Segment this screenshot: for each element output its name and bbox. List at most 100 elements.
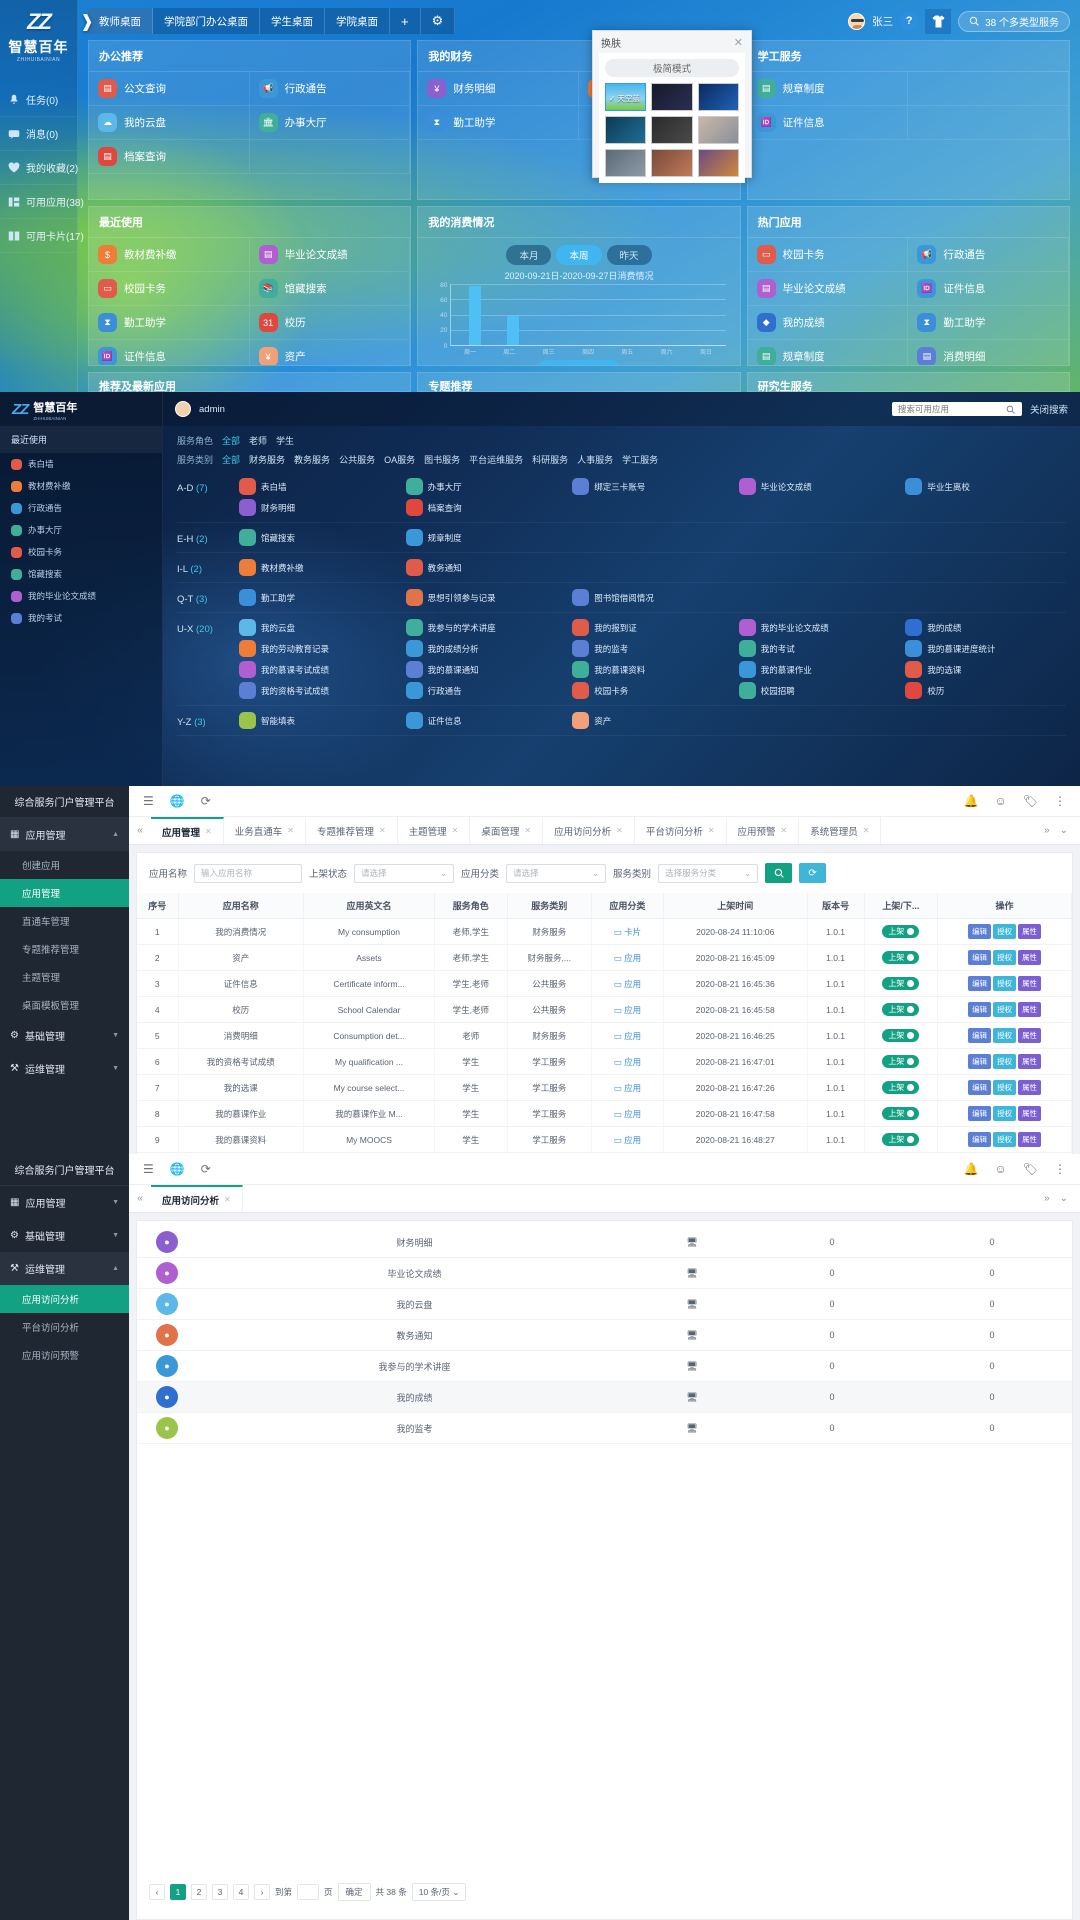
nav-group-ops-management[interactable]: ⚒ 运维管理 ▼	[0, 1052, 129, 1085]
table-cell-class[interactable]: ▭ 应用	[591, 996, 664, 1023]
globe-icon[interactable]: 🌐	[169, 794, 185, 808]
edit-button[interactable]: 编辑	[968, 1002, 992, 1017]
prev-page-button[interactable]: ‹	[149, 1884, 165, 1900]
filter-type-4[interactable]: OA服务	[384, 455, 416, 465]
properties-button[interactable]: 属性	[1018, 1028, 1042, 1043]
portal-search[interactable]: 38 个多类型服务	[958, 10, 1070, 32]
app-item[interactable]: ⧗ 勤工助学	[418, 106, 579, 140]
store-app-item[interactable]: 我参与的学术讲座	[405, 619, 567, 636]
store-app-item[interactable]: 我的慕课通知	[405, 661, 567, 678]
page-size-select[interactable]: 10 条/页 ⌄	[411, 1883, 467, 1901]
authorize-button[interactable]: 授权	[993, 924, 1017, 939]
table-row[interactable]: 7 我的选课 My course select... 学生 学工服务 ▭ 应用 2020-0…	[137, 1074, 1072, 1101]
store-recent-item[interactable]: 教材费补缴	[0, 475, 162, 497]
store-app-item[interactable]: 思想引领参与记录	[405, 589, 567, 606]
store-app-item[interactable]: 资产	[572, 712, 733, 729]
desktop-settings-button[interactable]: ⚙	[421, 8, 456, 34]
list-icon[interactable]: ☰	[143, 1162, 154, 1176]
properties-button[interactable]: 属性	[1018, 1002, 1042, 1017]
authorize-button[interactable]: 授权	[993, 1054, 1017, 1069]
filter-type-2[interactable]: 教务服务	[294, 455, 331, 465]
app-item[interactable]: 🏛 办事大厅	[249, 106, 411, 140]
tab-express[interactable]: 业务直通车 ✕	[224, 817, 306, 844]
store-app-item[interactable]: 我的慕课资料	[572, 661, 733, 678]
status-badge[interactable]: 上架	[882, 977, 920, 990]
authorize-button[interactable]: 授权	[993, 950, 1017, 965]
add-desktop-button[interactable]: +	[390, 8, 421, 34]
nav-item-app-access-analysis[interactable]: 应用访问分析	[0, 1285, 129, 1313]
filter-type-9[interactable]: 学工服务	[622, 455, 659, 465]
app-item[interactable]: ▭ 校园卡务	[89, 272, 250, 306]
table-cell-class[interactable]: ▭ 应用	[591, 944, 664, 971]
status-badge[interactable]: 上架	[882, 1029, 920, 1042]
skin-icon[interactable]	[925, 8, 952, 34]
tab-app-access-analysis[interactable]: 应用访问分析 ✕	[543, 817, 635, 844]
app-item[interactable]: ◆ 我的成绩	[747, 306, 909, 340]
sidebar-item-available-apps[interactable]: 可用应用(38)	[0, 185, 84, 219]
skin-swatch[interactable]: ✓ 天空蓝	[605, 83, 647, 111]
tab-platform-access-analysis[interactable]: 平台访问分析 ✕	[635, 817, 727, 844]
tab-theme[interactable]: 主题管理 ✕	[398, 817, 471, 844]
tab-app-management[interactable]: 应用管理 ✕	[151, 817, 224, 844]
chevron-down-icon[interactable]: ⌄	[1059, 1193, 1068, 1204]
class-select[interactable]: 请选择 ⌄	[506, 863, 607, 883]
edit-button[interactable]: 编辑	[968, 1106, 992, 1121]
app-item[interactable]: ¥ 资产	[250, 340, 411, 365]
filter-type-5[interactable]: 图书服务	[424, 455, 461, 465]
store-app-item[interactable]: 我的选课	[905, 661, 1066, 678]
table-cell-class[interactable]: ▭ 应用	[591, 1126, 664, 1153]
store-app-item[interactable]: 我的慕课作业	[738, 661, 900, 678]
app-item[interactable]: $ 教材费补缴	[89, 238, 250, 272]
table-row[interactable]: ● 我的监考 🖥 0 0	[137, 1413, 1072, 1444]
bell-icon[interactable]: 🔔	[963, 1162, 979, 1176]
nav-group-basic-management[interactable]: ⚙ 基础管理 ▼	[0, 1219, 129, 1252]
search-button[interactable]	[765, 863, 793, 883]
status-badge[interactable]: 上架	[882, 925, 920, 938]
tab-teacher-desktop[interactable]: 教师桌面	[88, 8, 153, 34]
store-app-item[interactable]: 校园招聘	[738, 682, 900, 699]
close-icon[interactable]: ✕	[287, 826, 294, 835]
store-app-item[interactable]: 绑定三卡账号	[572, 478, 733, 495]
tabs-scroll-right[interactable]: »	[1044, 825, 1050, 836]
store-recent-item[interactable]: 行政通告	[0, 497, 162, 519]
table-row[interactable]: ● 我的成绩 🖥 0 0	[137, 1382, 1072, 1413]
store-app-item[interactable]: 证件信息	[405, 712, 567, 729]
status-badge[interactable]: 上架	[882, 1055, 920, 1068]
table-cell-class[interactable]: ▭ 应用	[591, 970, 664, 997]
close-icon[interactable]: ✕	[862, 826, 870, 835]
app-item[interactable]: 31 校历	[249, 306, 411, 340]
app-item[interactable]: 🆔 证件信息	[908, 272, 1069, 306]
table-row[interactable]: 9 我的慕课资料 My MOOCS 学生 学工服务 ▭ 应用 2020-08-21 16:4…	[137, 1126, 1072, 1153]
more-icon[interactable]: ⋮	[1054, 1162, 1066, 1176]
service-type-select[interactable]: 选择服务分类 ⌄	[658, 863, 759, 883]
table-row[interactable]: 5 消费明细 Consumption det... 老师 财务服务 ▭ 应用 2020-08…	[137, 1022, 1072, 1049]
view-consumption-detail-button[interactable]: 查看消费详情	[537, 360, 620, 365]
help-icon[interactable]: ?	[900, 12, 919, 30]
tab-app-warning[interactable]: 应用预警 ✕	[727, 817, 800, 844]
app-item[interactable]: 🆔 证件信息	[89, 340, 250, 365]
skin-swatch[interactable]	[697, 149, 739, 177]
store-app-item[interactable]: 教材费补缴	[239, 559, 400, 576]
authorize-button[interactable]: 授权	[993, 1106, 1017, 1121]
filter-type-1[interactable]: 财务服务	[249, 455, 286, 465]
app-item[interactable]: ▤ 消费明细	[908, 340, 1069, 365]
refresh-icon[interactable]: ⟳	[200, 1162, 211, 1176]
skin-swatch[interactable]	[605, 149, 647, 177]
store-recent-item[interactable]: 表白墙	[0, 453, 162, 475]
sidebar-item-available-cards[interactable]: 可用卡片(17)	[0, 219, 84, 253]
page-4-button[interactable]: 4	[233, 1884, 249, 1900]
filter-type-7[interactable]: 科研服务	[532, 455, 569, 465]
table-row[interactable]: 1 我的消费情况 My consumption 老师,学生 财务服务 ▭ 卡片 2020-0…	[137, 918, 1072, 945]
authorize-button[interactable]: 授权	[993, 976, 1017, 991]
store-app-item[interactable]: 我的云盘	[239, 619, 400, 636]
nav-item-theme-management[interactable]: 主题管理	[22, 973, 61, 984]
app-item[interactable]: 📢 行政通告	[249, 72, 411, 106]
store-app-item[interactable]: 我的劳动教育记录	[239, 640, 400, 657]
search-input[interactable]	[897, 404, 1006, 414]
page-3-button[interactable]: 3	[212, 1884, 228, 1900]
simple-mode-button[interactable]: 极简模式	[605, 59, 739, 77]
tag-icon[interactable]: 🏷	[1022, 794, 1038, 808]
edit-button[interactable]: 编辑	[968, 976, 992, 991]
filter-type-8[interactable]: 人事服务	[577, 455, 614, 465]
store-app-item[interactable]: 财务明细	[239, 499, 400, 516]
